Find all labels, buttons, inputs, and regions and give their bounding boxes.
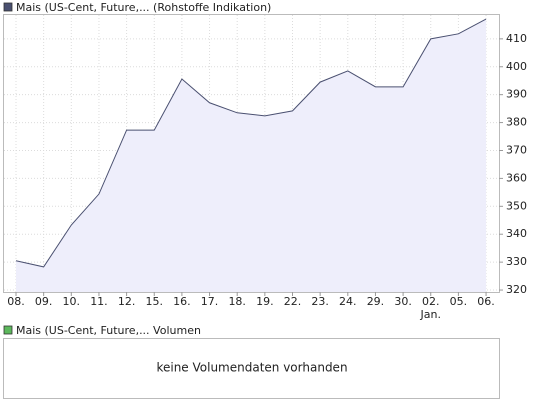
y-tick-label: 340 — [506, 227, 527, 240]
y-tick-label: 350 — [506, 199, 527, 212]
y-tick-label: 320 — [506, 283, 527, 296]
y-tick-label: 410 — [506, 32, 527, 45]
y-tick-label: 370 — [506, 143, 527, 156]
x-tick-label: 12. — [118, 295, 136, 308]
x-tick-label: 08. — [7, 295, 25, 308]
y-tick-label: 390 — [506, 88, 527, 101]
x-tick-label: 24. — [339, 295, 357, 308]
x-tick-label: 17. — [201, 295, 219, 308]
y-tick-label: 400 — [506, 60, 527, 73]
line — [15, 18, 487, 268]
legend-label: Mais (US-Cent, Future,... (Rohstoffe Ind… — [16, 1, 271, 14]
x-tick-label: 06. — [477, 295, 495, 308]
x-tick-label: 19. — [256, 295, 274, 308]
y-tick-label: 380 — [506, 116, 527, 129]
y-tick-label: 330 — [506, 255, 527, 268]
x-tick-label: 29. — [367, 295, 385, 308]
x-tick-label: 09. — [35, 295, 53, 308]
y-tick-label: 360 — [506, 171, 527, 184]
x-tick-label: 16. — [173, 295, 191, 308]
x-tick-label: 02. — [422, 295, 440, 308]
legend-label: Mais (US-Cent, Future,... Volumen — [16, 324, 201, 337]
x-tick-label: 23. — [311, 295, 329, 308]
x-annotation: Jan. — [420, 308, 441, 321]
volume-frame — [3, 338, 500, 399]
legend-swatch — [3, 2, 13, 12]
legend-swatch — [3, 325, 13, 335]
x-tick-label: 22. — [284, 295, 302, 308]
area — [16, 19, 487, 292]
x-tick-label: 10. — [63, 295, 81, 308]
plot-frame — [3, 14, 500, 293]
x-tick-label: 11. — [90, 295, 108, 308]
no-data-message: keine Volumendaten vorhanden — [156, 361, 347, 375]
x-tick-label: 18. — [228, 295, 246, 308]
x-tick-label: 05. — [450, 295, 468, 308]
x-tick-label: 30. — [394, 295, 412, 308]
x-tick-label: 15. — [146, 295, 164, 308]
